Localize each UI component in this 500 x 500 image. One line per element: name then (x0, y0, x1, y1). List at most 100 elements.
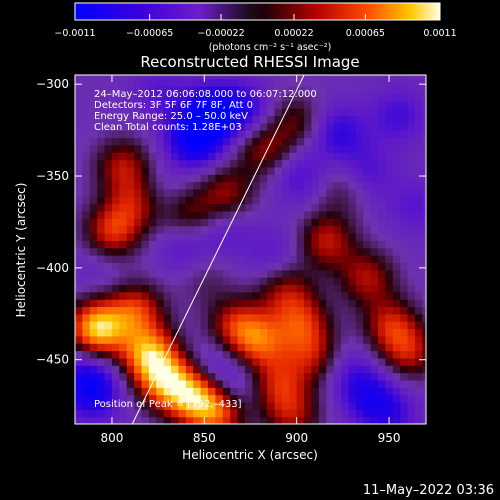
heatmap-cell (289, 416, 298, 424)
heatmap-cell (156, 350, 165, 359)
heatmap-cell (134, 255, 143, 263)
heatmap-cell (385, 218, 394, 227)
heatmap-cell (126, 321, 135, 330)
heatmap-cell (222, 277, 231, 285)
heatmap-cell (377, 262, 386, 271)
heatmap-cell (208, 255, 216, 263)
heatmap-cell (97, 137, 106, 146)
heatmap-cell (244, 255, 253, 263)
heatmap-cell (75, 218, 83, 227)
heatmap-cell (296, 166, 305, 175)
heatmap-cell (111, 210, 120, 219)
heatmap-cell (252, 247, 261, 256)
heatmap-cell (333, 108, 342, 117)
heatmap-cell (185, 218, 194, 227)
heatmap-cell (208, 299, 216, 308)
heatmap-cell (104, 409, 113, 418)
heatmap-cell (148, 387, 157, 396)
heatmap-cell (178, 416, 187, 424)
heatmap-cell (89, 284, 98, 293)
heatmap-cell (348, 203, 357, 212)
heatmap-cell (104, 75, 113, 80)
heatmap-cell (318, 335, 327, 344)
heatmap-cell (237, 130, 246, 139)
heatmap-cell (274, 255, 283, 263)
heatmap-cell (289, 255, 298, 263)
heatmap-cell (407, 166, 416, 175)
heatmap-cell (363, 166, 372, 175)
heatmap-cell (134, 159, 143, 168)
heatmap-cell (178, 225, 187, 234)
heatmap-cell (111, 335, 120, 344)
heatmap-cell (163, 100, 172, 109)
heatmap-cell (75, 203, 83, 212)
heatmap-cell (363, 174, 372, 183)
heatmap-cell (244, 335, 253, 344)
heatmap-cell (414, 409, 423, 418)
heatmap-cell (185, 144, 194, 153)
heatmap-cell (392, 78, 401, 87)
heatmap-cell (318, 343, 327, 352)
heatmap-cell (185, 409, 194, 418)
heatmap-cell (355, 269, 364, 278)
heatmap-cell (244, 357, 253, 366)
heatmap-cell (333, 152, 342, 161)
heatmap-cell (414, 387, 423, 396)
heatmap-cell (400, 284, 409, 293)
heatmap-cell (244, 86, 253, 94)
heatmap-cell (171, 335, 180, 344)
heatmap-cell (281, 269, 290, 278)
heatmap-cell (370, 75, 379, 80)
heatmap-cell (311, 174, 320, 183)
heatmap-cell (252, 365, 261, 374)
heatmap-cell (318, 416, 327, 424)
heatmap-cell (178, 218, 187, 227)
heatmap-cell (134, 401, 143, 410)
heatmap-cell (377, 401, 386, 410)
heatmap-cell (296, 100, 305, 109)
heatmap-cell (385, 130, 394, 139)
heatmap-cell (267, 115, 276, 124)
heatmap-cell (215, 409, 224, 418)
heatmap-cell (163, 255, 172, 263)
heatmap-cell (104, 122, 113, 131)
heatmap-cell (215, 78, 224, 87)
heatmap-cell (400, 387, 409, 396)
heatmap-cell (119, 144, 128, 153)
heatmap-cell (222, 93, 231, 102)
heatmap-cell (296, 335, 305, 344)
heatmap-cell (193, 328, 202, 337)
heatmap-cell (267, 225, 276, 234)
heatmap-cell (200, 159, 209, 168)
heatmap-cell (304, 240, 313, 249)
heatmap-cell (304, 365, 313, 374)
heatmap-cell (237, 387, 246, 396)
heatmap-cell (97, 328, 106, 337)
heatmap-cell (355, 210, 364, 219)
heatmap-cell (230, 115, 239, 124)
heatmap-cell (289, 401, 298, 410)
heatmap-cell (326, 262, 335, 271)
heatmap-cell (178, 357, 187, 366)
heatmap-cell (326, 86, 335, 94)
heatmap-cell (377, 247, 386, 256)
heatmap-cell (363, 152, 372, 161)
heatmap-cell (348, 365, 357, 374)
heatmap-cell (281, 372, 290, 381)
heatmap-cell (355, 75, 364, 80)
heatmap-cell (244, 232, 253, 241)
heatmap-cell (193, 401, 202, 410)
heatmap-cell (407, 122, 416, 131)
heatmap-cell (370, 159, 379, 168)
heatmap-cell (348, 277, 357, 285)
heatmap-cell (348, 379, 357, 388)
heatmap-cell (363, 299, 372, 308)
heatmap-cell (89, 291, 98, 300)
heatmap-cell (193, 93, 202, 102)
colorbar-tick-label: −0.00065 (126, 28, 173, 39)
heatmap-cell (422, 115, 426, 124)
heatmap-cell (252, 240, 261, 249)
heatmap-cell (274, 240, 283, 249)
heatmap-cell (348, 350, 357, 359)
heatmap-cell (171, 78, 180, 87)
